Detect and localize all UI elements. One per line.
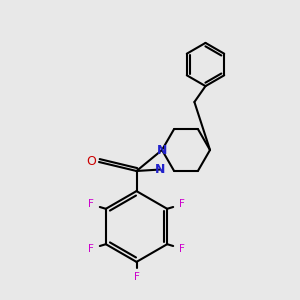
Text: O: O: [86, 154, 96, 168]
Text: F: F: [179, 200, 185, 209]
Text: F: F: [134, 272, 140, 282]
Text: N: N: [155, 163, 166, 176]
Text: F: F: [88, 200, 94, 209]
Text: F: F: [88, 244, 94, 254]
Text: F: F: [179, 244, 185, 254]
Text: N: N: [157, 143, 167, 157]
